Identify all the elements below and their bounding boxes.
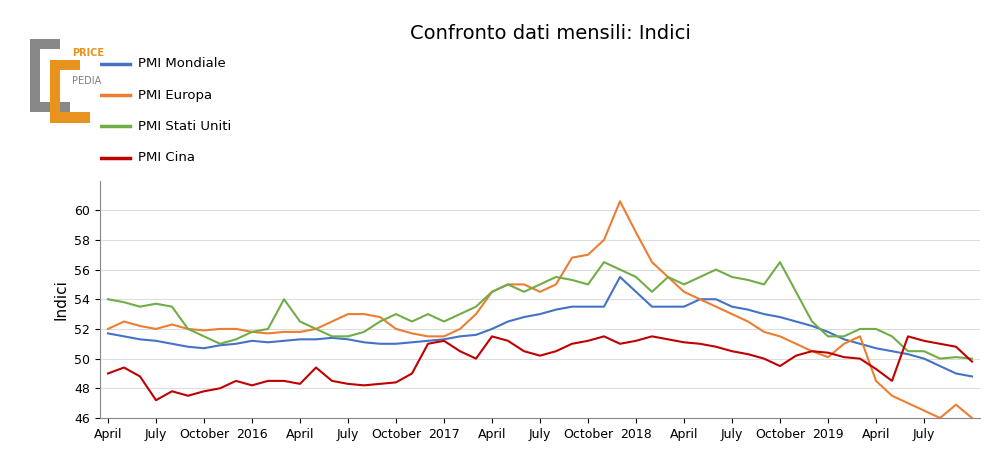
PMI Stati Uniti	[886, 333, 898, 339]
Y-axis label: Indici: Indici	[54, 279, 69, 320]
PMI Mondiale	[886, 348, 898, 354]
PMI Mondiale	[102, 331, 114, 336]
PMI Europa	[966, 415, 978, 421]
Text: PMI Europa: PMI Europa	[138, 88, 212, 102]
PMI Stati Uniti	[934, 356, 946, 361]
PMI Stati Uniti	[422, 311, 434, 317]
PMI Cina	[326, 378, 338, 384]
PMI Europa	[886, 393, 898, 399]
PMI Cina	[214, 386, 226, 391]
PMI Cina	[966, 359, 978, 364]
PMI Europa	[614, 199, 626, 204]
Polygon shape	[50, 60, 90, 123]
PMI Cina	[486, 333, 498, 339]
PMI Europa	[422, 333, 434, 339]
PMI Cina	[102, 370, 114, 376]
Text: PMI Mondiale: PMI Mondiale	[138, 57, 225, 70]
PMI Cina	[150, 397, 162, 403]
PMI Europa	[310, 326, 322, 332]
PMI Europa	[198, 328, 210, 333]
Text: PMI Cina: PMI Cina	[138, 151, 194, 164]
PMI Mondiale	[310, 336, 322, 342]
PMI Stati Uniti	[102, 296, 114, 302]
PMI Mondiale	[950, 370, 962, 376]
PMI Stati Uniti	[262, 326, 274, 332]
Text: Confronto dati mensili: Indici: Confronto dati mensili: Indici	[410, 24, 690, 43]
PMI Stati Uniti	[966, 356, 978, 361]
PMI Mondiale	[422, 338, 434, 344]
Text: PRICE: PRICE	[72, 48, 104, 58]
PMI Europa	[102, 326, 114, 332]
PMI Cina	[902, 333, 914, 339]
PMI Stati Uniti	[598, 259, 610, 265]
PMI Cina	[278, 378, 290, 384]
PMI Europa	[950, 402, 962, 408]
PMI Mondiale	[614, 274, 626, 280]
Line: PMI Mondiale: PMI Mondiale	[108, 277, 972, 376]
PMI Mondiale	[262, 340, 274, 345]
Polygon shape	[30, 39, 70, 112]
Text: PMI Stati Uniti: PMI Stati Uniti	[138, 120, 231, 133]
Line: PMI Cina: PMI Cina	[108, 336, 972, 400]
Text: PEDIA: PEDIA	[72, 76, 101, 86]
PMI Europa	[934, 415, 946, 421]
PMI Stati Uniti	[198, 333, 210, 339]
PMI Stati Uniti	[950, 354, 962, 360]
PMI Cina	[950, 344, 962, 350]
PMI Mondiale	[198, 345, 210, 351]
PMI Mondiale	[966, 373, 978, 379]
Line: PMI Stati Uniti: PMI Stati Uniti	[108, 262, 972, 359]
PMI Stati Uniti	[310, 326, 322, 332]
Line: PMI Europa: PMI Europa	[108, 201, 972, 418]
PMI Europa	[262, 331, 274, 336]
PMI Cina	[438, 338, 450, 344]
